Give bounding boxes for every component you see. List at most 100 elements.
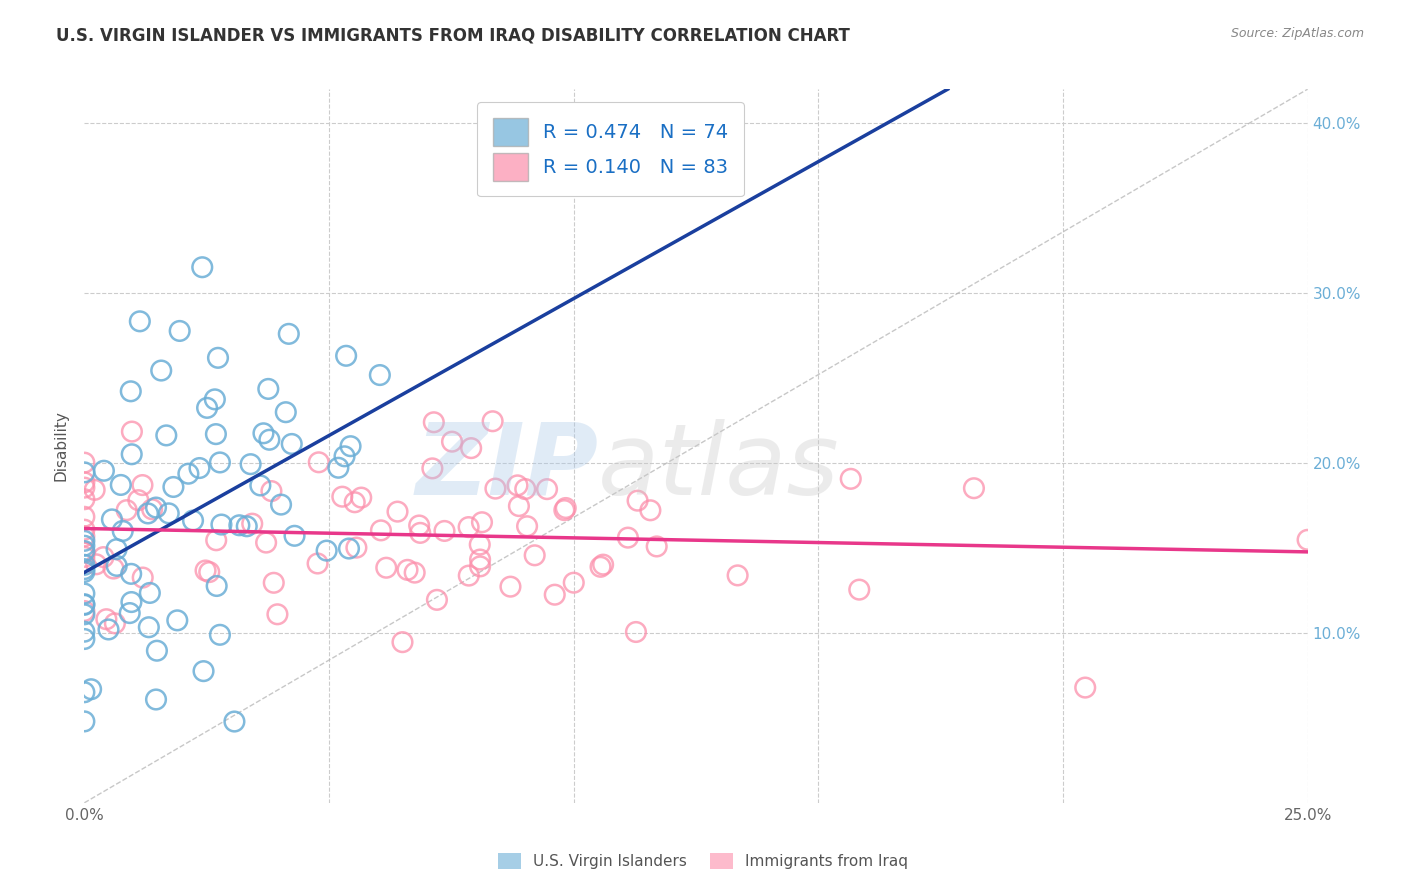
Point <box>266 607 288 622</box>
Point <box>839 472 862 486</box>
Point <box>73 607 96 622</box>
Point <box>333 450 356 464</box>
Point <box>471 515 494 529</box>
Point <box>562 575 585 590</box>
Point <box>330 490 353 504</box>
Point <box>337 541 360 556</box>
Legend: R = 0.474   N = 74, R = 0.140   N = 83: R = 0.474 N = 74, R = 0.140 N = 83 <box>477 103 744 196</box>
Point <box>73 539 96 553</box>
Point <box>624 625 647 640</box>
Point <box>166 613 188 627</box>
Point <box>236 519 259 533</box>
Point <box>146 643 169 657</box>
Point <box>592 558 614 572</box>
Point <box>110 478 132 492</box>
Point <box>101 512 124 526</box>
Point <box>224 714 246 729</box>
Point <box>115 503 138 517</box>
Point <box>138 620 160 634</box>
Point <box>240 516 263 531</box>
Point <box>270 498 292 512</box>
Point <box>73 586 96 600</box>
Point <box>93 464 115 478</box>
Point <box>204 392 226 407</box>
Point <box>193 664 215 678</box>
Point <box>105 558 128 573</box>
Point <box>404 566 426 580</box>
Point <box>118 606 141 620</box>
Point <box>422 461 444 475</box>
Point <box>169 324 191 338</box>
Point <box>73 624 96 639</box>
Point <box>181 514 204 528</box>
Point <box>375 560 398 574</box>
Point <box>617 531 640 545</box>
Point <box>468 538 491 552</box>
Point <box>205 579 228 593</box>
Point <box>433 524 456 538</box>
Point <box>191 260 214 275</box>
Point <box>73 545 96 559</box>
Point <box>73 604 96 618</box>
Point <box>259 433 281 447</box>
Point <box>155 428 177 442</box>
Point <box>121 425 143 439</box>
Point <box>457 520 479 534</box>
Point <box>145 692 167 706</box>
Point <box>645 540 668 554</box>
Text: atlas: atlas <box>598 419 839 516</box>
Point <box>515 482 537 496</box>
Point <box>1296 533 1319 547</box>
Point <box>228 518 250 533</box>
Point <box>73 529 96 543</box>
Point <box>506 478 529 492</box>
Point <box>150 363 173 377</box>
Point <box>280 437 302 451</box>
Point <box>350 491 373 505</box>
Point <box>249 478 271 492</box>
Point <box>254 535 277 549</box>
Point <box>536 482 558 496</box>
Point <box>205 427 228 442</box>
Text: U.S. VIRGIN ISLANDER VS IMMIGRANTS FROM IRAQ DISABILITY CORRELATION CHART: U.S. VIRGIN ISLANDER VS IMMIGRANTS FROM … <box>56 27 851 45</box>
Point <box>283 529 305 543</box>
Point <box>120 595 142 609</box>
Point <box>141 502 163 516</box>
Point <box>132 570 155 584</box>
Point <box>544 588 567 602</box>
Point <box>97 623 120 637</box>
Point <box>104 616 127 631</box>
Point <box>727 568 749 582</box>
Point <box>370 524 392 538</box>
Point <box>136 507 159 521</box>
Point <box>84 558 107 572</box>
Point <box>457 568 479 582</box>
Point <box>73 466 96 480</box>
Point <box>128 314 150 328</box>
Point <box>516 519 538 533</box>
Point <box>93 550 115 565</box>
Point <box>73 533 96 548</box>
Point <box>73 562 96 576</box>
Point <box>73 558 96 572</box>
Point <box>499 580 522 594</box>
Point <box>139 586 162 600</box>
Point <box>553 503 575 517</box>
Point <box>83 483 105 497</box>
Point <box>205 533 228 548</box>
Point <box>368 368 391 382</box>
Point <box>408 518 430 533</box>
Point <box>274 405 297 419</box>
Point <box>208 455 231 469</box>
Point <box>145 500 167 515</box>
Point <box>73 481 96 495</box>
Point <box>257 382 280 396</box>
Point <box>195 401 218 415</box>
Point <box>188 461 211 475</box>
Point <box>468 559 491 574</box>
Point <box>121 447 143 461</box>
Point <box>626 493 648 508</box>
Point <box>440 434 463 449</box>
Point <box>127 493 149 508</box>
Point <box>73 509 96 524</box>
